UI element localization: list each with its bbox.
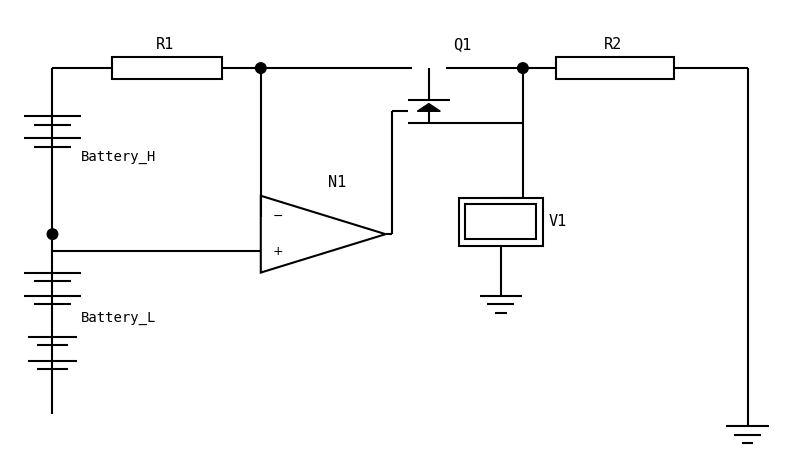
Bar: [112, 57, 222, 79]
Circle shape: [47, 229, 58, 239]
Text: −: −: [273, 210, 283, 223]
Bar: [466, 204, 536, 239]
Text: R2: R2: [604, 37, 622, 52]
Circle shape: [518, 63, 528, 73]
Bar: [555, 57, 674, 79]
Text: V1: V1: [549, 214, 567, 229]
Text: +: +: [273, 245, 283, 258]
Text: R1: R1: [156, 37, 174, 52]
Text: N1: N1: [329, 175, 346, 190]
Text: Battery_H: Battery_H: [82, 150, 157, 164]
Text: Q1: Q1: [454, 37, 471, 52]
Polygon shape: [418, 104, 440, 111]
Bar: [458, 198, 543, 246]
Circle shape: [255, 63, 266, 73]
Text: Battery_L: Battery_L: [82, 311, 157, 325]
